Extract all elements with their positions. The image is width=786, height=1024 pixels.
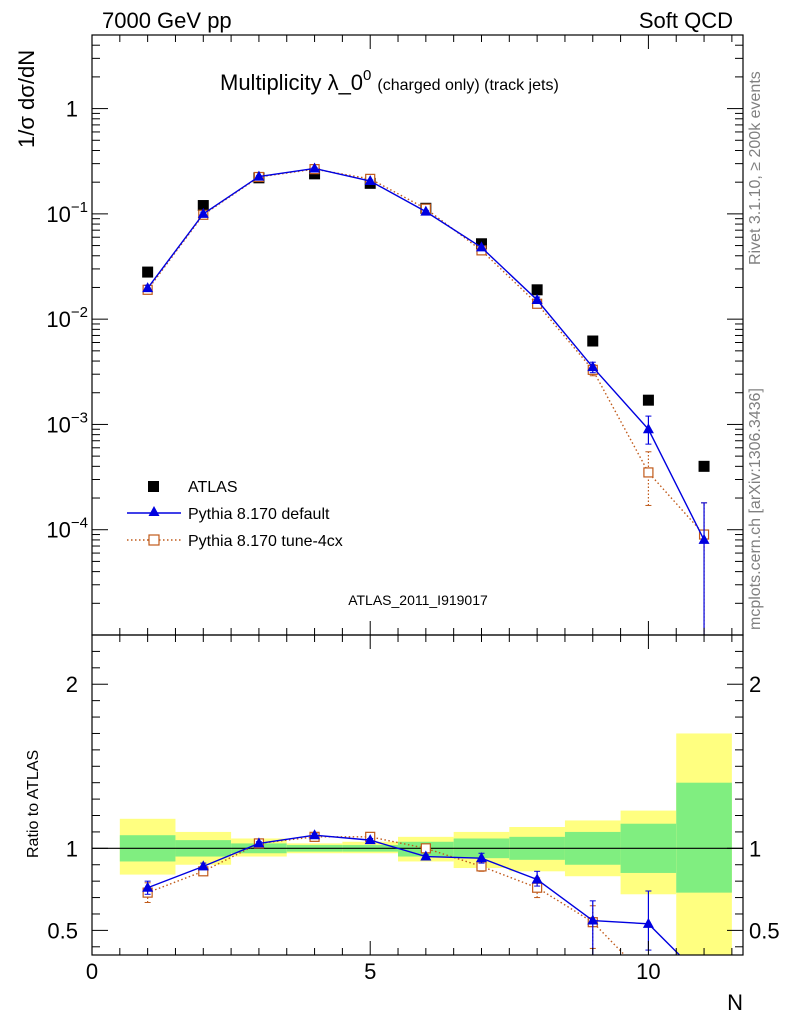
- atlas-data-point: [642, 394, 654, 406]
- header-right: Soft QCD: [639, 8, 733, 33]
- legend-marker-atlas: [148, 481, 159, 492]
- ratio-y-tick-label-right: 2: [749, 672, 761, 697]
- default-data-point: [364, 175, 376, 186]
- x-axis-label: N: [727, 990, 743, 1015]
- main-y-tick-label: 10−4: [46, 515, 88, 543]
- default-data-point: [475, 241, 487, 252]
- x-tick-label: 10: [636, 959, 660, 984]
- legend: ATLAS Pythia 8.170 default Pythia 8.170 …: [127, 479, 343, 550]
- ratio-y-tick-label-right: 1: [749, 836, 761, 861]
- header-left: 7000 GeV pp: [102, 8, 232, 33]
- ratio-y-tick-label: 0.5: [47, 918, 78, 943]
- tune-4cx-ratio-data-point: [700, 975, 709, 984]
- default-ratio-data-point: [531, 873, 543, 884]
- legend-label-tune: Pythia 8.170 tune-4cx: [188, 533, 343, 550]
- default-ratio-data-point: [309, 829, 321, 840]
- default-data-point: [197, 207, 209, 218]
- default-data-point: [642, 423, 654, 434]
- default-ratio-data-point: [253, 837, 265, 848]
- rivet-version-label: Rivet 3.1.10, ≥ 200k events: [747, 71, 764, 265]
- analysis-watermark: ATLAS_2011_I919017: [348, 592, 488, 608]
- default-data-point: [309, 162, 321, 173]
- default-data-point: [698, 533, 710, 544]
- ratio-plot-frame: [91, 634, 744, 956]
- ratio-y-tick-label-right: 0.5: [749, 918, 780, 943]
- x-tick-label: 5: [364, 959, 376, 984]
- default-ratio-data-point: [420, 850, 432, 861]
- legend-label-default: Pythia 8.170 default: [188, 506, 330, 523]
- legend-marker-default: [148, 506, 160, 516]
- default-ratio-data-point: [699, 974, 710, 984]
- main-y-tick-label: 1: [66, 97, 78, 122]
- atlas-data-point: [698, 460, 710, 472]
- default-ratio-data-point: [364, 834, 376, 845]
- plot-title-superscript: 0: [363, 67, 371, 84]
- main-y-tick-label: 10−1: [46, 199, 88, 227]
- plot-title-main: Multiplicity λ_0: [220, 70, 363, 95]
- default-data-point: [587, 361, 599, 372]
- default-ratio-data-point: [642, 917, 654, 928]
- plot-title-rest: (charged only) (track jets): [377, 77, 558, 94]
- tune-4cx-data-point: [643, 467, 654, 478]
- atlas-data-point: [197, 200, 209, 212]
- x-tick-label: 0: [86, 959, 98, 984]
- default-data-point: [142, 282, 154, 293]
- default-data-point: [531, 294, 543, 305]
- ratio-y-axis-label: Ratio to ATLAS: [25, 750, 42, 858]
- ratio-band-inner-11: [676, 782, 732, 893]
- legend-marker-tune: [148, 534, 160, 546]
- default-data-point: [420, 205, 432, 216]
- default-ratio-data-point: [142, 881, 154, 892]
- default-ratio-data-point: [197, 860, 209, 871]
- plot-axes: 0 5 10 1 10−1 10−2 10−3 10−4 0.5 0.5 1 1 2 2: [46, 34, 780, 984]
- atlas-data-point: [531, 284, 543, 296]
- ratio-plot-data: [142, 829, 710, 984]
- main-y-tick-label: 10−3: [46, 409, 88, 437]
- main-y-axis-label: 1/σ dσ/dN: [14, 50, 39, 148]
- ratio-y-tick-label: 2: [66, 672, 78, 697]
- default-ratio-data-point: [587, 914, 599, 925]
- legend-label-atlas: ATLAS: [188, 479, 238, 496]
- mcplots-reference-label: mcplots.cern.ch [arXiv:1306.3436]: [747, 388, 764, 630]
- ratio-y-tick-label: 1: [66, 836, 78, 861]
- main-plot-data: [142, 162, 710, 635]
- atlas-data-point: [142, 266, 154, 278]
- default-data-point: [253, 170, 265, 181]
- main-y-tick-label: 10−2: [46, 304, 88, 332]
- default-ratio-data-point: [475, 852, 487, 863]
- tune-4cx-ratio-line: [147, 836, 626, 955]
- plot-title: Multiplicity λ_00 (charged only) (track j…: [220, 67, 559, 95]
- atlas-data-point: [587, 335, 599, 347]
